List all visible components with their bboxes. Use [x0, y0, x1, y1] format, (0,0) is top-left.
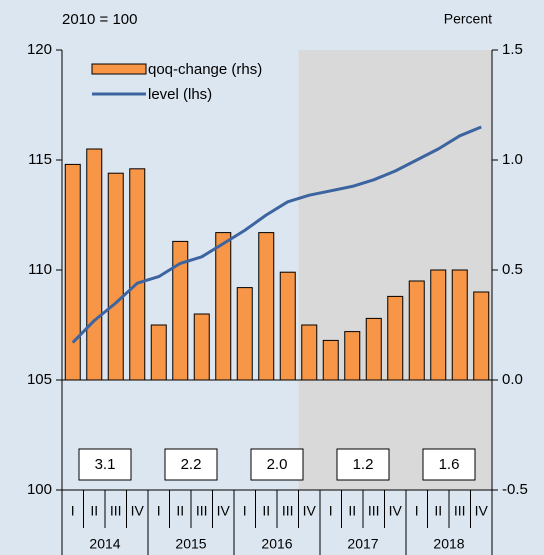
year-label: 2017 — [347, 536, 378, 552]
bar — [129, 168, 146, 381]
x-tick-label: IV — [217, 503, 231, 519]
annual-label: 1.6 — [439, 456, 460, 473]
annual-label: 3.1 — [95, 456, 116, 473]
annual-label: 2.0 — [267, 456, 288, 473]
left-unit: 2010 = 100 — [62, 11, 138, 28]
bar — [236, 287, 253, 381]
year-label: 2015 — [175, 536, 206, 552]
annual-box — [164, 448, 218, 481]
year-label: 2016 — [261, 536, 292, 552]
bar — [193, 313, 210, 381]
bar — [258, 232, 275, 381]
bar — [344, 331, 361, 381]
y-tick-label: 100 — [27, 481, 52, 498]
x-tick-label: III — [454, 503, 466, 519]
bar — [408, 280, 425, 381]
year-label: 2018 — [433, 536, 464, 552]
x-tick-label: IV — [131, 503, 145, 519]
x-tick-label: III — [110, 503, 122, 519]
bar — [365, 317, 382, 381]
x-tick-label: III — [368, 503, 380, 519]
x-tick-label: I — [243, 503, 247, 519]
y-tick-label: 115 — [28, 151, 52, 168]
annual-box — [78, 448, 132, 481]
annual-label: 2.2 — [181, 456, 202, 473]
x-tick-label: IV — [389, 503, 403, 519]
annual-label: 1.2 — [353, 456, 374, 473]
bar — [279, 271, 296, 381]
legend-label: qoq-change (rhs) — [148, 61, 262, 78]
bar — [107, 172, 124, 381]
annual-box — [336, 448, 390, 481]
y-tick-label: 110 — [28, 261, 52, 278]
x-tick-label: I — [415, 503, 419, 519]
bar — [301, 324, 318, 381]
bar — [86, 148, 103, 381]
x-tick-label: II — [348, 503, 356, 519]
annual-box — [250, 448, 304, 481]
level-line — [71, 125, 482, 344]
bar — [64, 163, 81, 381]
x-tick-label: II — [176, 503, 184, 519]
bar — [451, 269, 468, 381]
right-unit: Percent — [444, 11, 492, 27]
x-tick-label: II — [434, 503, 442, 519]
bar — [430, 269, 447, 381]
y2-tick-label: 0.0 — [502, 371, 523, 388]
y-tick-label: 120 — [27, 41, 52, 58]
x-tick-label: IV — [303, 503, 317, 519]
y2-tick-label: -0.5 — [502, 481, 528, 498]
x-tick-label: I — [71, 503, 75, 519]
x-tick-label: II — [90, 503, 98, 519]
x-tick-label: I — [329, 503, 333, 519]
y2-tick-label: 1.0 — [502, 151, 523, 168]
bar — [215, 232, 232, 381]
y-tick-label: 105 — [27, 371, 52, 388]
x-tick-label: I — [157, 503, 161, 519]
legend-label: level (lhs) — [148, 86, 212, 103]
bar — [322, 339, 339, 381]
y2-tick-label: 0.5 — [502, 261, 523, 278]
x-tick-label: III — [282, 503, 294, 519]
bar — [387, 295, 404, 381]
y2-tick-label: 1.5 — [502, 41, 523, 58]
year-label: 2014 — [89, 536, 120, 552]
x-tick-label: III — [196, 503, 208, 519]
annual-box — [422, 448, 476, 481]
x-tick-label: II — [262, 503, 270, 519]
bar — [150, 324, 167, 381]
x-tick-label: IV — [475, 503, 489, 519]
legend-swatch — [91, 63, 147, 75]
bar — [473, 291, 490, 381]
